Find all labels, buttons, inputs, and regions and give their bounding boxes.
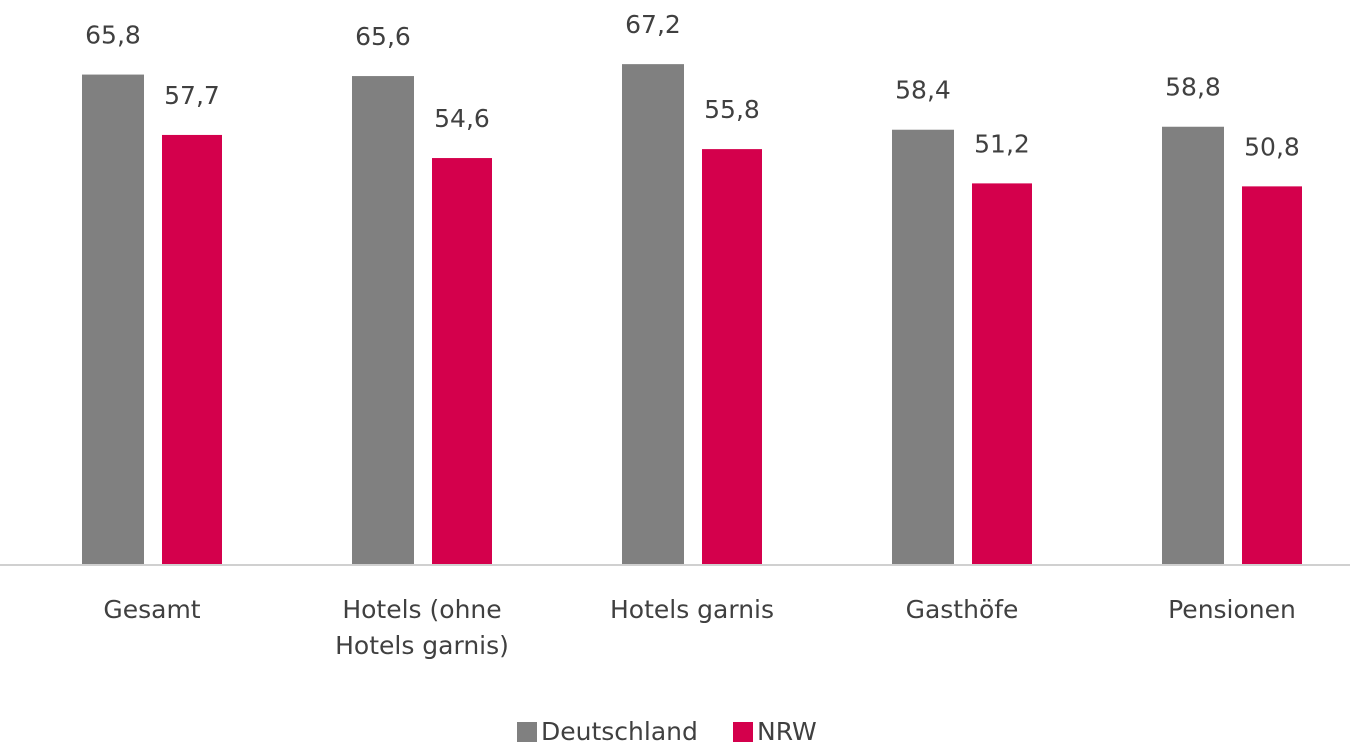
bar <box>162 134 222 565</box>
x-tick-label: Gesamt <box>103 595 201 624</box>
x-tick-label: Gasthöfe <box>905 595 1019 624</box>
value-label: 65,6 <box>355 22 411 51</box>
legend-swatch <box>733 722 753 742</box>
legend-swatch <box>517 722 537 742</box>
value-label: 58,4 <box>895 76 951 105</box>
bar <box>82 74 144 565</box>
value-label: 54,6 <box>434 104 490 133</box>
value-label: 50,8 <box>1244 132 1300 161</box>
legend-label: Deutschland <box>541 717 698 746</box>
legend-label: NRW <box>757 717 817 746</box>
bar <box>892 129 954 565</box>
x-tick-label: Hotels garnis <box>609 595 775 624</box>
x-tick-label: Hotels (ohne Hotels garnis) <box>335 595 509 660</box>
bar <box>702 149 762 565</box>
bar <box>432 158 492 565</box>
bar <box>972 183 1032 565</box>
value-label: 65,8 <box>85 21 141 50</box>
value-label: 55,8 <box>704 95 760 124</box>
value-label: 51,2 <box>974 129 1030 158</box>
bar <box>622 64 684 566</box>
value-label: 67,2 <box>625 10 681 39</box>
bar <box>352 76 414 565</box>
value-label: 58,8 <box>1165 73 1221 102</box>
bar <box>1162 126 1224 565</box>
value-label: 57,7 <box>164 81 220 110</box>
x-tick-label: Pensionen <box>1168 595 1296 624</box>
bar <box>1242 186 1302 565</box>
